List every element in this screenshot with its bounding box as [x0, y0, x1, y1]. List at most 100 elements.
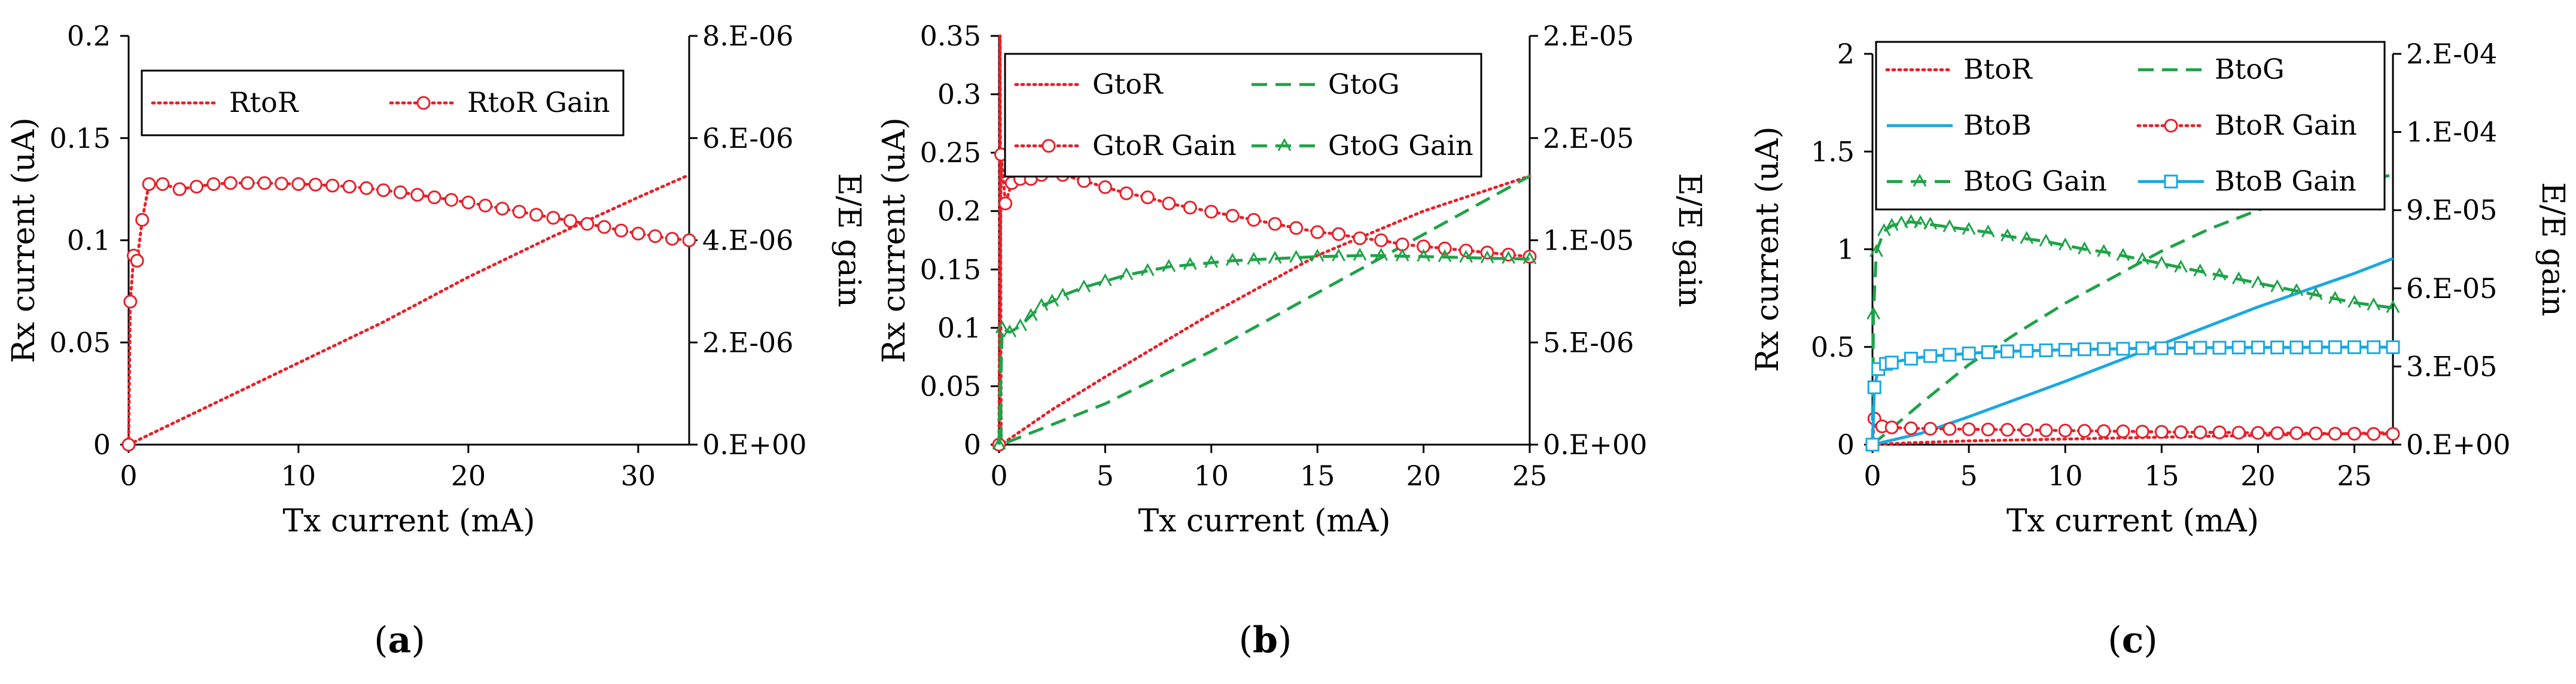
x-tick-label: 10: [281, 460, 316, 492]
series-line: [1871, 173, 2394, 446]
data-point: [427, 190, 441, 205]
y-tick-label: 0.05: [920, 370, 981, 402]
series-gtog: [997, 174, 1531, 447]
chart-panel-a: 0 10 20 30 0 0.05 0.1 0.15 0.2 0.E+00 2.E-06 4.E-06…: [6, 20, 867, 661]
data-point: [1098, 180, 1112, 194]
data-point: [190, 180, 204, 194]
data-point: [2251, 275, 2265, 288]
data-point: [1866, 306, 1880, 320]
data-point: [1884, 420, 1899, 434]
series-btor-gain: [1865, 411, 2400, 452]
data-point: [393, 185, 407, 199]
data-point: [529, 208, 543, 222]
y2-tick-label: 0.E+00: [702, 428, 807, 461]
data-point: [1013, 318, 1027, 332]
data-point: [142, 177, 156, 191]
y-tick-label: 0.2: [67, 20, 111, 52]
data-point: [1332, 248, 1345, 262]
y-axis-label: Rx current (uA): [876, 117, 912, 363]
data-point: [275, 177, 289, 191]
data-point: [240, 176, 255, 190]
data-point: [580, 217, 595, 231]
y2-tick-label: 2.E-05: [1543, 20, 1634, 52]
legend-entry: GtoG: [1252, 68, 1400, 100]
y2-tick-label: 0.E+00: [1543, 428, 1648, 461]
data-point: [1056, 287, 1070, 301]
data-point: [206, 177, 221, 191]
legend-marker: [1042, 139, 1056, 153]
data-point: [1204, 254, 1219, 268]
legend-label: RtoR: [229, 86, 299, 118]
data-point: [2386, 427, 2400, 441]
x-tick-label: 10: [1194, 460, 1229, 492]
legend: BtoR BtoG BtoB BtoR Gain BtoG Gain BtoB Gain: [1875, 41, 2386, 211]
x-tick-label: 0: [990, 460, 1007, 492]
data-point: [2000, 422, 2015, 437]
y2-tick-label: 0.E+00: [2406, 428, 2511, 461]
legend-label: BtoB: [1963, 109, 2032, 141]
y2-tick-label: 5.E-06: [1543, 326, 1634, 358]
data-point: [2039, 233, 2053, 247]
series-rtor-gain: [121, 176, 696, 452]
data-point: [1904, 351, 1918, 366]
y-tick-label: 0: [93, 428, 111, 461]
y2-axis-label: E/E gain: [2535, 182, 2571, 316]
data-point: [2135, 341, 2149, 355]
legend-label: BtoR Gain: [2215, 109, 2357, 141]
data-point: [1268, 251, 1282, 264]
series-btog: [1871, 173, 2394, 446]
data-point: [648, 229, 662, 244]
y-tick-label: 0.5: [1811, 331, 1855, 363]
legend-entry: BtoR Gain: [2136, 109, 2357, 141]
data-point: [2231, 271, 2246, 285]
data-point: [563, 214, 577, 228]
data-point: [2078, 241, 2091, 255]
legend-label: GtoR Gain: [1092, 129, 1237, 162]
data-point: [2039, 343, 2053, 357]
data-point: [2058, 343, 2072, 357]
data-point: [2154, 425, 2169, 439]
y2-tick-label: 1.E-04: [2406, 116, 2497, 148]
data-point: [1247, 251, 1261, 265]
series-gtor: [997, 35, 1531, 448]
legend-label: GtoG Gain: [1328, 129, 1473, 162]
panel-letter: a: [388, 619, 412, 661]
data-point: [478, 198, 492, 212]
data-point: [410, 188, 425, 202]
chart-panel-c: 0 5 10 15 20 25 0 0.5 1 1.5 2 0.E+00 3.E-05 6.E-05 9.E…: [1750, 38, 2571, 661]
data-point: [2270, 279, 2284, 293]
data-point: [1353, 248, 1367, 261]
data-point: [1865, 437, 1880, 452]
x-tick-label: 0: [1864, 460, 1881, 492]
data-point: [1332, 227, 1346, 241]
data-point: [2386, 340, 2400, 354]
y2-tick-label: 2.E-05: [1543, 122, 1634, 154]
data-point: [2212, 425, 2227, 440]
data-point: [1225, 253, 1240, 266]
data-point: [1247, 212, 1261, 227]
legend-entry: BtoG: [2138, 53, 2285, 86]
data-point: [2077, 342, 2091, 357]
legend-entry: GtoG Gain: [1252, 129, 1473, 162]
data-point: [2000, 344, 2015, 358]
legend-entry: BtoG Gain: [1887, 165, 2107, 197]
data-point: [223, 176, 237, 190]
y2-tick-label: 9.E-05: [2406, 194, 2497, 226]
data-point: [495, 202, 510, 216]
data-point: [1225, 209, 1240, 223]
x-tick-label: 20: [451, 460, 486, 492]
data-point: [1204, 205, 1219, 219]
y2-tick-label: 4.E-06: [702, 224, 793, 257]
data-point: [1310, 225, 1324, 239]
y-tick-label: 0: [964, 428, 981, 461]
data-point: [2193, 341, 2207, 355]
y-axis-label: Rx current (uA): [6, 117, 42, 363]
data-point: [1045, 293, 1059, 307]
data-point: [2000, 228, 2014, 242]
panel-letter: c: [2122, 619, 2144, 661]
series-line: [997, 174, 1531, 447]
data-point: [1914, 215, 1928, 229]
legend-entry: GtoR Gain: [1014, 129, 1237, 162]
data-point: [992, 436, 1006, 450]
data-point: [291, 177, 306, 191]
